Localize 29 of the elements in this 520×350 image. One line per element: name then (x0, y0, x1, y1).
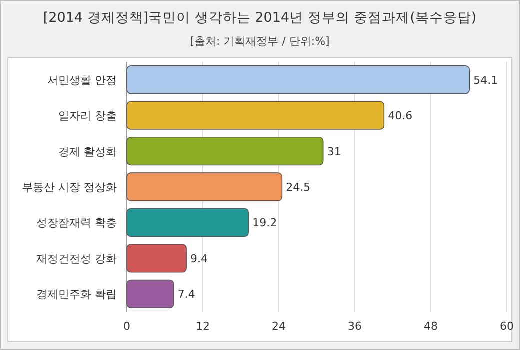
data-label: 31 (327, 145, 342, 158)
data-label: 7.4 (178, 288, 196, 302)
bar (126, 208, 249, 238)
chart-title: [2014 경제정책]국민이 생각하는 2014년 정부의 중점과제(복수응답) (43, 10, 477, 26)
y-tick-label: 경제 활성화 (58, 145, 117, 158)
x-tick-label: 0 (124, 320, 130, 333)
x-tick-label: 60 (500, 320, 514, 333)
y-tick-label: 경제민주화 확립 (36, 288, 117, 302)
y-tick-label: 성장잠재력 확충 (36, 216, 117, 230)
data-label: 54.1 (474, 74, 498, 87)
x-tick-label: 12 (196, 320, 210, 333)
data-label: 9.4 (190, 252, 208, 266)
bar (126, 172, 283, 202)
bar (126, 66, 470, 94)
y-tick-label: 일자리 창출 (58, 110, 117, 123)
bar (126, 244, 187, 273)
chart-subtitle: [출처: 기획재정부 / 단위:%] (190, 35, 330, 48)
bar (126, 136, 324, 166)
bar (126, 101, 385, 130)
y-tick-label: 재정건전성 강화 (36, 252, 117, 266)
x-tick-label: 48 (424, 320, 438, 333)
data-label: 19.2 (252, 216, 278, 230)
y-tick-label: 부동산 시장 정상화 (22, 181, 117, 194)
x-tick-label: 36 (348, 320, 362, 333)
data-label: 24.5 (286, 181, 311, 194)
y-tick-label: 서민생활 안정 (48, 74, 117, 87)
data-label: 40.6 (388, 110, 413, 123)
bar (126, 280, 174, 308)
x-tick-label: 24 (272, 320, 286, 333)
